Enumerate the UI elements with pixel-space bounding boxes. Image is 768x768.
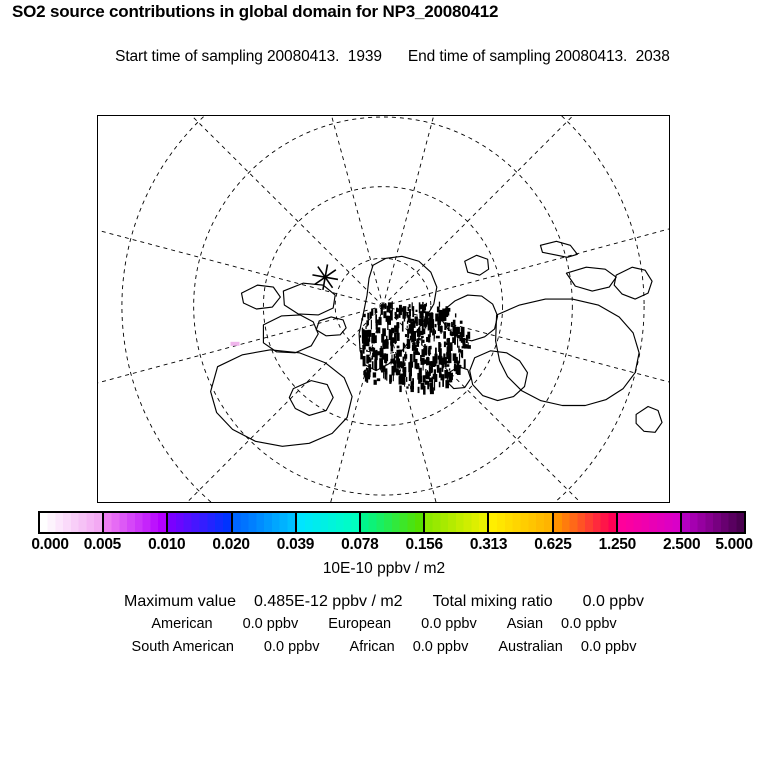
region-row-2: South American 0.0 ppbv African 0.0 ppbv Aus… bbox=[0, 636, 768, 659]
meridian-8 bbox=[98, 305, 384, 384]
meridian-4 bbox=[382, 305, 581, 502]
colorbar-segment-blue-to-lightblue[interactable] bbox=[232, 513, 297, 532]
colorbar-tick-8: 0.625 bbox=[534, 536, 572, 553]
coastline-path-6 bbox=[613, 266, 653, 300]
region-value-european: 0.0 ppbv bbox=[421, 616, 477, 632]
coastline-path-1 bbox=[315, 316, 347, 337]
region-value-australian: 0.0 ppbv bbox=[580, 639, 637, 655]
colorbar-tick-10: 2.500 bbox=[662, 536, 701, 553]
colorbar-tick-1: 0.005 bbox=[83, 536, 122, 553]
colorbar-tick-labels: 0.000 0.005 0.010 0.020 0.039 0.078 0.156 0.313… bbox=[0, 535, 768, 555]
release-marker-ray-1 bbox=[324, 276, 334, 289]
colorbar-tick-7: 0.313 bbox=[469, 536, 508, 553]
meridian-10 bbox=[191, 116, 384, 307]
colorbar-segment-cyan[interactable] bbox=[296, 513, 361, 532]
end-time-value: 20080413. 2038 bbox=[554, 48, 670, 65]
colorbar-segment-yellow-to-gold[interactable] bbox=[489, 513, 554, 532]
start-time-label: Start time of sampling bbox=[115, 48, 263, 65]
coastline-path-12 bbox=[635, 405, 663, 433]
coastline-path-10 bbox=[464, 254, 490, 276]
release-marker-ray-3 bbox=[314, 276, 326, 286]
sampling-time-line: Start time of sampling 20080413. 1939 End… bbox=[0, 24, 768, 90]
coastline-path-14 bbox=[240, 284, 281, 310]
coastline-path-15 bbox=[288, 380, 334, 417]
colorbar-segment-violet-to-blue[interactable] bbox=[168, 513, 233, 532]
region-label-european: European bbox=[328, 616, 392, 632]
region-label-african: African bbox=[349, 639, 395, 655]
region-value-asian: 0.0 ppbv bbox=[561, 616, 617, 632]
meridian-0 bbox=[382, 116, 435, 307]
colorbar-segment-purple-dark[interactable] bbox=[681, 513, 745, 532]
colorbar-segment-white-to-pink[interactable] bbox=[40, 513, 105, 532]
region-label-south-american: South American bbox=[131, 639, 234, 655]
region-label-american: American bbox=[151, 616, 213, 632]
total-mixing-ratio-value: 0.0 ppbv bbox=[582, 593, 644, 610]
coastline-path-13 bbox=[565, 266, 617, 292]
colorbar-segment-orange-to-red[interactable] bbox=[553, 513, 618, 532]
polar-stereographic-map bbox=[98, 116, 669, 502]
colorbar-unit-label: 10E-10 ppbv / m2 bbox=[322, 560, 446, 577]
colorbar-tick-4: 0.039 bbox=[276, 536, 315, 553]
map-plot-area[interactable] bbox=[97, 115, 670, 503]
colorbar-tick-2: 0.010 bbox=[148, 536, 186, 553]
maximum-value-row: Maximum value 0.485E-12 ppbv / m2 Total mi… bbox=[0, 590, 768, 613]
colorbar-tick-9: 1.250 bbox=[598, 536, 637, 553]
meridian-2 bbox=[382, 228, 669, 307]
graticule bbox=[98, 116, 669, 502]
colorbar-segment-green[interactable] bbox=[360, 513, 426, 532]
coastline-path-4 bbox=[469, 350, 529, 402]
colorbar-tick-0: 0.000 bbox=[31, 536, 69, 553]
colorbar-segment-pink-to-magenta[interactable] bbox=[104, 513, 169, 532]
latitude-circle-3 bbox=[121, 116, 645, 502]
region-label-australian: Australian bbox=[498, 639, 563, 655]
colorbar-tick-3: 0.020 bbox=[212, 536, 250, 553]
release-marker-ray-4 bbox=[312, 274, 326, 278]
meridian-5 bbox=[382, 305, 437, 502]
colorbar-tick-5: 0.078 bbox=[341, 536, 379, 553]
coastline-path-5 bbox=[495, 298, 640, 407]
region-value-american: 0.0 ppbv bbox=[242, 616, 299, 632]
colorbar-tick-11: 5.000 bbox=[715, 536, 753, 553]
coastline-path-8 bbox=[210, 349, 353, 447]
colorbar-segment-magenta[interactable] bbox=[617, 513, 682, 532]
region-label-asian: Asian bbox=[506, 616, 544, 632]
release-marker-ray-0 bbox=[325, 276, 339, 281]
latitude-circle-1 bbox=[262, 186, 504, 426]
colorbar[interactable] bbox=[38, 511, 746, 534]
release-marker-ray-7 bbox=[324, 269, 337, 278]
release-marker bbox=[312, 264, 339, 291]
release-marker-ray-2 bbox=[322, 277, 326, 291]
plume-cell-0 bbox=[230, 341, 240, 346]
statistics-block: Maximum value 0.485E-12 ppbv / m2 Total mi… bbox=[0, 590, 768, 659]
coastline-path-7 bbox=[262, 314, 319, 354]
coastline-path-2 bbox=[441, 294, 499, 342]
plume-overlay bbox=[230, 341, 240, 346]
latitude-circle-2 bbox=[193, 116, 573, 496]
page-title: SO2 source contributions in global domai… bbox=[12, 2, 499, 21]
end-time-label: End time of sampling bbox=[407, 48, 551, 65]
colorbar-tick-6: 0.156 bbox=[405, 536, 444, 553]
maximum-value-label: Maximum value bbox=[123, 593, 237, 610]
region-value-south-american: 0.0 ppbv bbox=[263, 639, 320, 655]
release-marker-ray-5 bbox=[317, 266, 326, 278]
region-row-1: American 0.0 ppbv European 0.0 ppbv Asian 0.0… bbox=[0, 613, 768, 636]
release-marker-ray-6 bbox=[324, 264, 329, 278]
total-mixing-ratio-label: Total mixing ratio bbox=[432, 593, 553, 610]
coastline-detail-speckle bbox=[359, 301, 471, 395]
colorbar-segment-yellowgreen[interactable] bbox=[425, 513, 490, 532]
maximum-value: 0.485E-12 ppbv / m2 bbox=[254, 593, 403, 610]
coastline-path-9 bbox=[282, 282, 336, 316]
region-value-african: 0.0 ppbv bbox=[412, 639, 469, 655]
start-time-value: 20080413. 1939 bbox=[267, 48, 382, 65]
meridian-9 bbox=[98, 229, 384, 307]
coastline-path-11 bbox=[539, 240, 578, 258]
coastlines bbox=[210, 240, 663, 447]
